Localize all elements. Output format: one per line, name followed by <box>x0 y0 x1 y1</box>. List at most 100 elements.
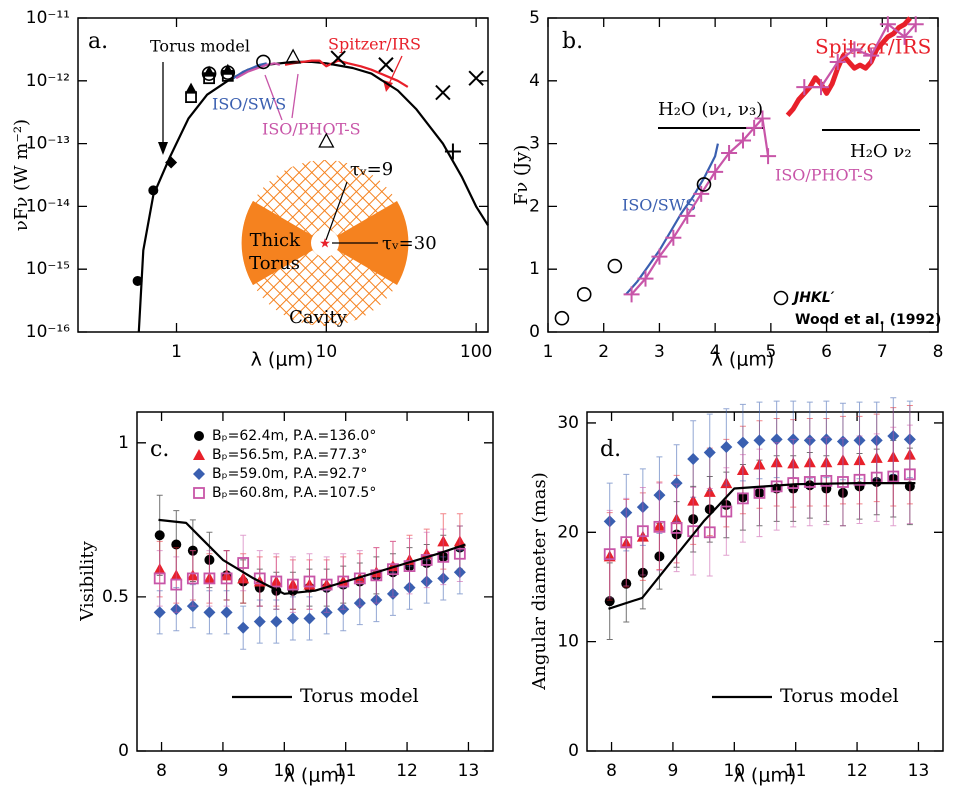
point <box>420 554 433 566</box>
legend-marker <box>193 487 205 499</box>
point <box>154 530 165 541</box>
x-tick-label: 1 <box>171 342 182 362</box>
panel: 8 9 10 11 12 13 0 10 20 30 λ (μm) Angular diameter … <box>529 397 944 787</box>
tau9-pointer <box>325 181 348 241</box>
point <box>735 132 751 149</box>
error-bar <box>373 547 380 604</box>
error-bar <box>173 556 180 613</box>
error-bar <box>456 525 463 582</box>
point <box>820 474 833 487</box>
annotation: Torus <box>249 253 300 274</box>
point <box>286 612 299 625</box>
point <box>887 470 900 483</box>
series-line <box>608 482 916 610</box>
y-tick-label: 0 <box>568 741 579 761</box>
panel-label: b. <box>562 29 583 54</box>
point <box>576 287 592 302</box>
y-axis-label: νFν (W m⁻²) <box>11 119 32 231</box>
series-line <box>630 23 917 296</box>
x-tick-label: 13 <box>908 761 930 781</box>
point <box>185 82 198 94</box>
legend-marker <box>193 449 205 460</box>
point <box>148 185 159 196</box>
x-tick-label: 12 <box>846 761 868 781</box>
x-tick-label: 8 <box>606 761 617 781</box>
point <box>863 47 880 64</box>
point <box>468 70 484 86</box>
point <box>603 548 616 561</box>
point <box>687 525 700 538</box>
point <box>753 487 766 499</box>
point <box>693 185 710 202</box>
point <box>623 286 640 303</box>
point <box>720 505 733 518</box>
legend-label: Torus model <box>780 685 899 707</box>
error-bar <box>790 438 797 528</box>
series-line <box>158 518 466 595</box>
x-tick-label: 10 <box>723 761 745 781</box>
arrows <box>158 55 920 155</box>
point <box>203 572 216 585</box>
series-label: ISO/PHOT-S <box>775 166 874 185</box>
error-bar <box>656 482 663 572</box>
point <box>760 148 777 165</box>
point <box>651 248 668 265</box>
x-tick-label: 100 <box>460 342 492 362</box>
x-tick-label: 6 <box>821 342 832 362</box>
error-bar <box>706 488 713 577</box>
torus-diagram: ★ <box>241 160 409 326</box>
x-tick-label: 8 <box>156 761 167 781</box>
error-bar <box>606 509 613 599</box>
x-tick-label: 3 <box>654 342 665 362</box>
error-bar <box>240 534 247 592</box>
point <box>378 57 394 73</box>
point <box>132 275 143 286</box>
point <box>813 79 829 96</box>
y-tick-label: 30 <box>557 413 579 433</box>
y-tick-label: 0.5 <box>102 587 129 607</box>
y-tick-label: 20 <box>557 522 579 542</box>
point <box>203 606 216 619</box>
annotation: τᵥ=30 <box>382 233 437 254</box>
x-tick-label: 11 <box>785 761 807 781</box>
point <box>444 143 461 160</box>
panel-label: a. <box>88 29 108 54</box>
x-tick-label: 8 <box>933 342 944 362</box>
error-bar <box>156 550 163 607</box>
error-bar <box>389 540 396 598</box>
x-axis-label: λ (μm) <box>734 765 797 787</box>
arrowhead <box>158 142 168 155</box>
y-tick-label: 0 <box>118 741 129 761</box>
error-bar <box>256 550 263 607</box>
error-bar <box>739 454 746 543</box>
y-axis-label: Visibility <box>77 540 98 621</box>
error-bar <box>406 537 413 595</box>
arrow <box>291 73 299 119</box>
point <box>803 476 816 488</box>
error-bar <box>723 467 730 556</box>
point <box>185 91 197 104</box>
legend-marker <box>194 431 204 441</box>
point <box>270 615 283 628</box>
error-bar <box>639 486 646 576</box>
x-tick-label: 10 <box>273 761 295 781</box>
y-tick-label: 10⁻¹⁴ <box>26 196 70 216</box>
error-bar <box>306 553 313 610</box>
y-axis-label: Fν (Jy) <box>511 145 532 206</box>
point <box>604 596 615 607</box>
point <box>171 539 182 550</box>
x-tick-label: 1 <box>543 342 554 362</box>
point <box>256 54 271 70</box>
x-tick-label: 11 <box>335 761 357 781</box>
legend-label: Bₚ=62.4m, P.A.=136.0° <box>212 428 376 444</box>
legend-label: JHKL′ <box>791 290 835 306</box>
point <box>237 621 250 634</box>
legend-marker <box>773 290 789 306</box>
series-label: ISO/SWS <box>212 95 286 114</box>
point <box>696 177 712 192</box>
series-label: Spitzer/IRS <box>815 35 931 59</box>
y-tick-label: 2 <box>529 196 540 216</box>
